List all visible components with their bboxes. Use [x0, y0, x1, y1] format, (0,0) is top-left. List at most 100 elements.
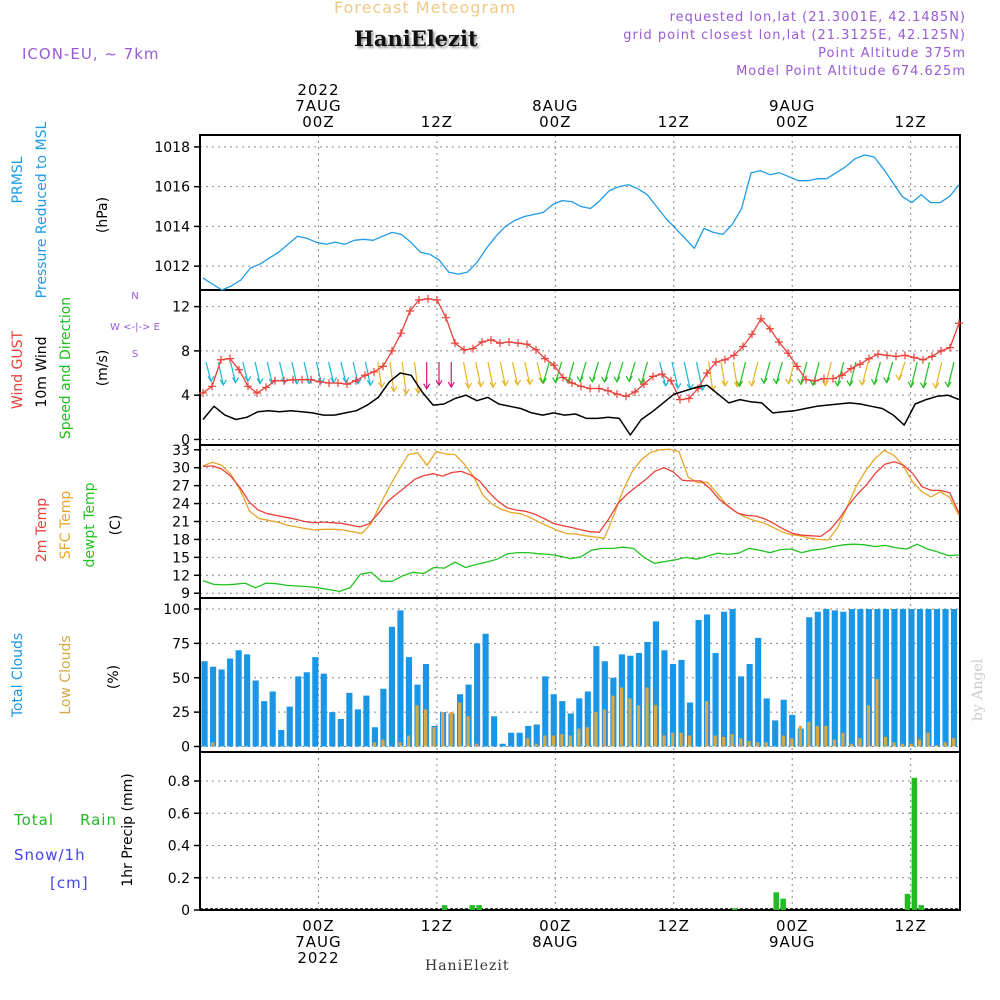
- wind-arrow: [340, 361, 347, 383]
- rain-bar: [904, 893, 911, 910]
- total-cloud-bar: [712, 653, 719, 747]
- y-tick-label: 0: [181, 903, 190, 919]
- total-cloud-bar: [695, 620, 702, 747]
- low-cloud-bar: [705, 701, 709, 747]
- requested-coords: requested lon,lat (21.3001E, 42.1485N): [669, 10, 966, 25]
- gust-point: [730, 351, 738, 360]
- wind-arrow: [861, 361, 869, 386]
- low-cloud-bar: [415, 705, 419, 747]
- gust-point: [640, 380, 648, 389]
- low-cloud-bar: [449, 712, 453, 747]
- y-tick-label: 25: [172, 705, 190, 721]
- gust-point: [622, 392, 630, 401]
- wind-arrow-head: [526, 379, 534, 386]
- bottom-time-label: 7AUG: [295, 933, 341, 951]
- total-cloud-bar: [874, 609, 881, 747]
- total-cloud-bar: [857, 609, 864, 747]
- gust-point: [649, 372, 657, 381]
- pressure-label-2: Pressure Reduced to MSL: [34, 121, 50, 298]
- snow-label: Snow/1h: [14, 846, 86, 864]
- wind-arrow-head: [674, 382, 682, 390]
- total-cloud-bar: [261, 701, 268, 747]
- total-cloud-bar: [950, 609, 958, 747]
- top-time-label: 12Z: [421, 113, 453, 131]
- total-cloud-bar: [942, 609, 949, 747]
- total-cloud-bar: [354, 709, 361, 747]
- wind-arrow-head: [402, 388, 410, 396]
- gust-point: [460, 345, 468, 354]
- wind-arrow-head: [748, 380, 756, 388]
- gust-point: [280, 376, 288, 385]
- total-cloud-bar: [550, 694, 557, 747]
- total-cloud-bar: [397, 610, 404, 747]
- y-tick-label: 0.6: [168, 806, 190, 822]
- total-cloud-bar: [559, 701, 566, 747]
- gust-point: [370, 367, 378, 376]
- low-cloud-bar: [406, 735, 411, 747]
- gust-point: [298, 375, 306, 384]
- dewpt-line: [202, 543, 960, 593]
- gust-point: [784, 349, 792, 358]
- rain-bar: [469, 905, 475, 910]
- wind-arrow: [732, 361, 738, 387]
- wind-label: 10m Wind: [34, 336, 50, 407]
- wind-arrow-head: [342, 377, 350, 384]
- pressure-unit: (hPa): [95, 197, 111, 233]
- wind-arrow: [824, 361, 832, 386]
- wind-arrow-head: [601, 376, 609, 384]
- low-cloud-bar: [815, 725, 819, 747]
- wind-arrow-head: [207, 376, 215, 383]
- y-tick-label: 9: [181, 586, 190, 602]
- low-cloud-bar: [883, 736, 888, 747]
- total-cloud-bar: [508, 732, 515, 747]
- gust-label: Wind GUST: [10, 330, 26, 409]
- total-cloud-bar: [363, 695, 370, 747]
- sfc-temp-line: [202, 448, 960, 541]
- low-cloud-bar: [585, 727, 590, 747]
- low-cloud-bar: [943, 742, 947, 747]
- total-cloud-bar: [831, 610, 838, 747]
- wind-arrow: [922, 361, 931, 388]
- y-tick-label: 50: [172, 671, 190, 687]
- gust-point: [676, 395, 684, 404]
- total-cloud-bar: [908, 609, 915, 747]
- bottom-time-label: 00Z: [539, 917, 571, 935]
- gust-point: [451, 339, 459, 348]
- low-cloud-bar: [849, 743, 854, 747]
- low-cloud-bar: [560, 734, 564, 747]
- precip-label: 1hr Precip (mm): [120, 773, 136, 886]
- total-cloud-bar: [337, 719, 344, 747]
- watermark: by Angel: [970, 658, 986, 721]
- gust-point: [271, 376, 279, 385]
- rain-bar: [911, 777, 918, 910]
- footer-place: HaniElezit: [425, 958, 510, 974]
- total-cloud-bar: [729, 609, 736, 747]
- wind-arrow-head: [821, 380, 829, 387]
- total-cloud-bar: [286, 706, 293, 747]
- total-cloud-bar: [882, 609, 889, 747]
- gust-point: [703, 369, 711, 378]
- gust-point: [820, 374, 828, 383]
- total-cloud-bar: [925, 609, 932, 747]
- total-cloud-bar: [227, 658, 234, 747]
- total-cloud-bar: [686, 702, 694, 747]
- rain-bar: [441, 905, 448, 910]
- wind-arrow: [763, 361, 771, 384]
- total-cloud-bar: [789, 714, 796, 747]
- gust-point: [442, 313, 450, 322]
- total-cloud-bar: [295, 676, 302, 747]
- gust-point: [829, 374, 837, 383]
- total-cloud-bar: [482, 633, 489, 747]
- panel-wind: 0 4 8 12: [172, 289, 961, 448]
- total-cloud-bar: [303, 672, 310, 747]
- total-cloud-bar: [576, 698, 583, 747]
- low-cloud-bar: [832, 739, 837, 747]
- clouds-unit: (%): [106, 665, 122, 689]
- bottom-time-label: 2022: [297, 949, 339, 967]
- top-time-label: 9AUG: [769, 97, 815, 115]
- place-title: HaniElezit: [354, 26, 478, 51]
- gust-point: [361, 371, 369, 380]
- wind-arrow-head: [944, 381, 952, 388]
- gust-point: [253, 388, 261, 397]
